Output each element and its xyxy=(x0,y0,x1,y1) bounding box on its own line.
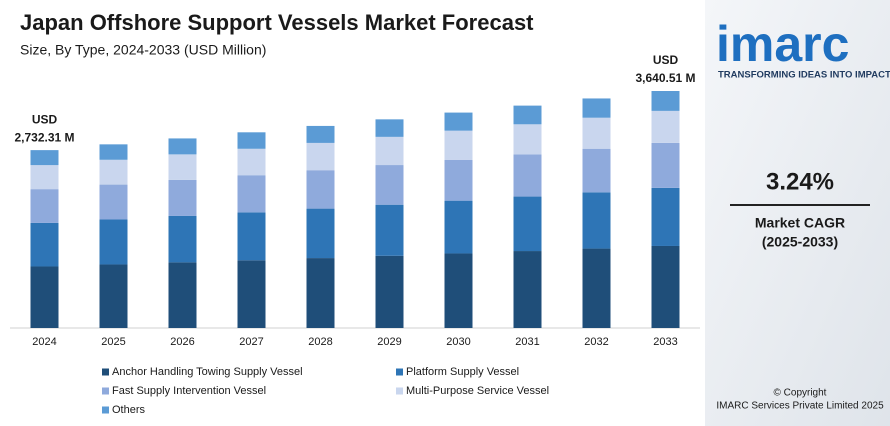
x-tick-label: 2026 xyxy=(170,336,194,348)
bar-segment xyxy=(582,248,611,328)
bar-segment xyxy=(375,204,404,256)
bar-segment xyxy=(513,105,542,125)
bar-segment xyxy=(444,130,473,160)
plot: 2024 2025 2026 2027 2028 2029 2030 2031 2032 2033… xyxy=(14,53,695,348)
bar-segment xyxy=(375,165,404,205)
x-tick-label: 2031 xyxy=(515,336,539,348)
bar-segment xyxy=(651,187,680,246)
bar-segment xyxy=(513,124,542,155)
bar-segment xyxy=(651,91,680,111)
bar-segment xyxy=(99,159,128,185)
bar-segment xyxy=(30,189,59,223)
side-panel xyxy=(705,0,890,426)
company: IMARC Services Private Limited 2025 xyxy=(716,401,884,412)
bar-segment xyxy=(444,200,473,254)
chart-subtitle: Size, By Type, 2024-2033 (USD Million) xyxy=(20,42,266,58)
legend: Anchor Handling Towing Supply Vessel Plat… xyxy=(102,366,549,416)
legend-swatch xyxy=(102,387,109,395)
bar-segment xyxy=(513,154,542,197)
chart-title: Japan Offshore Support Vessels Market Fo… xyxy=(20,10,534,35)
bar-segment xyxy=(168,138,197,155)
cagr-period: (2025-2033) xyxy=(762,234,838,250)
legend-label: Multi-Purpose Service Vessel xyxy=(406,385,549,397)
bar-segment xyxy=(99,184,128,220)
bar-segment xyxy=(375,136,404,166)
bar-segment xyxy=(30,222,59,267)
bar-segment xyxy=(168,262,197,328)
x-tick-label: 2032 xyxy=(584,336,608,348)
bar-segment xyxy=(30,266,59,328)
bar-segment xyxy=(99,144,128,160)
bar-segment xyxy=(237,260,266,328)
bar-segment xyxy=(582,117,611,149)
legend-label: Others xyxy=(112,404,146,416)
cagr-value: 3.24% xyxy=(766,168,834,195)
bar-segment xyxy=(306,208,335,259)
bar-segment xyxy=(30,150,59,166)
bar-segment xyxy=(375,119,404,137)
legend-label: Fast Supply Intervention Vessel xyxy=(112,385,266,397)
annotation-unit: USD xyxy=(32,112,58,126)
bar-segment xyxy=(306,170,335,209)
bar-segment xyxy=(99,219,128,265)
bar-segment xyxy=(306,125,335,143)
cagr-label: Market CAGR xyxy=(755,215,845,231)
legend-swatch xyxy=(396,387,403,395)
bar-segment xyxy=(168,215,197,263)
x-tick-label: 2033 xyxy=(653,336,677,348)
legend-label: Platform Supply Vessel xyxy=(406,366,519,378)
bar-segment xyxy=(582,148,611,193)
tagline: TRANSFORMING IDEAS INTO IMPACT xyxy=(718,70,890,81)
bar-segment xyxy=(513,196,542,252)
legend-label: Anchor Handling Towing Supply Vessel xyxy=(112,366,303,378)
bar-segment xyxy=(237,212,266,261)
bar-segment xyxy=(582,98,611,118)
bar-segment xyxy=(306,142,335,171)
x-tick-label: 2028 xyxy=(308,336,332,348)
annotation-unit: USD xyxy=(653,53,679,67)
bar-segment xyxy=(237,148,266,176)
annotation-label: 3,640.51 M xyxy=(635,71,695,85)
x-tick-label: 2027 xyxy=(239,336,263,348)
bar-segment xyxy=(306,258,335,328)
annotation-label: 2,732.31 M xyxy=(14,130,74,144)
x-tick-label: 2030 xyxy=(446,336,470,348)
legend-swatch xyxy=(396,368,403,376)
x-tick-label: 2029 xyxy=(377,336,401,348)
logo: imarc xyxy=(716,16,849,72)
copyright: © Copyright xyxy=(774,388,827,399)
bar-segment xyxy=(513,251,542,328)
bar-segment xyxy=(375,255,404,328)
bar-segment xyxy=(444,253,473,328)
bar-segment xyxy=(30,165,59,190)
bar-segment xyxy=(651,110,680,143)
x-tick-label: 2025 xyxy=(101,336,125,348)
legend-swatch xyxy=(102,406,109,414)
bar-segment xyxy=(582,192,611,249)
bar-segment xyxy=(168,179,197,216)
x-tick-label: 2024 xyxy=(32,336,56,348)
bar-segment xyxy=(237,175,266,213)
bar-segment xyxy=(237,132,266,149)
bar-segment xyxy=(168,154,197,180)
bar-segment xyxy=(99,264,128,328)
legend-swatch xyxy=(102,368,109,376)
bar-segment xyxy=(444,112,473,131)
bar-segment xyxy=(651,142,680,188)
bar-segment xyxy=(444,159,473,201)
bar-segment xyxy=(651,245,680,328)
